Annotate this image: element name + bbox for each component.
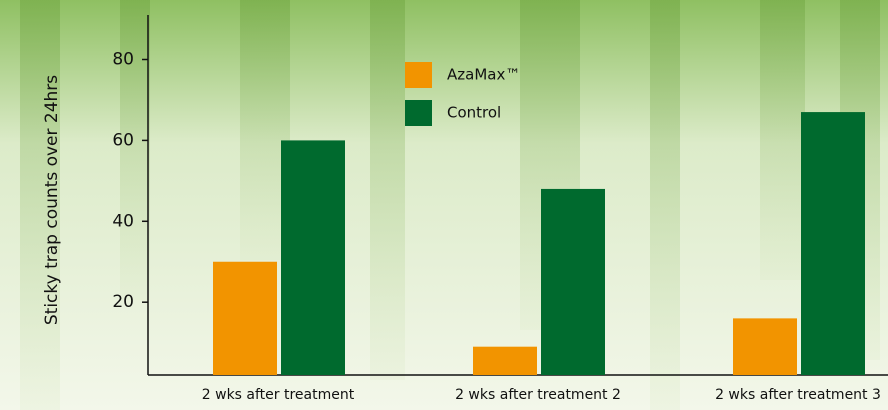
y-tick-label: 80 — [112, 49, 134, 69]
bar — [801, 112, 865, 376]
x-tick-label: 2 wks after treatment 2 — [455, 387, 621, 403]
y-axis-label: Sticky trap counts over 24hrs — [42, 75, 62, 325]
y-tick-label: 40 — [112, 211, 134, 231]
bar — [281, 140, 345, 375]
bar — [541, 188, 605, 375]
legend-swatch — [405, 100, 432, 126]
legend-label: Control — [447, 104, 501, 122]
x-tick-label: 2 wks after treatment 3 — [715, 387, 881, 403]
y-tick-label: 60 — [112, 130, 134, 150]
y-tick-label: 20 — [112, 292, 134, 312]
bar — [733, 318, 797, 375]
bar — [473, 346, 537, 375]
x-tick-label: 2 wks after treatment — [202, 387, 355, 403]
bar — [213, 261, 277, 375]
legend-swatch — [405, 62, 432, 88]
legend-label: AzaMax™ — [447, 66, 520, 84]
